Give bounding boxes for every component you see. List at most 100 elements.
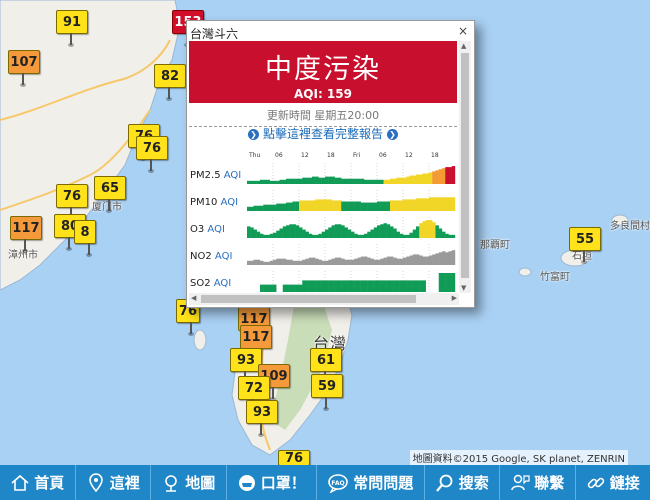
chart-bar (293, 202, 296, 212)
chart-bar (423, 221, 426, 238)
chart-bar (432, 171, 435, 184)
aqi-marker[interactable]: 76 (278, 450, 310, 465)
chart-bar (442, 273, 445, 292)
aqi-marker[interactable]: 65 (94, 176, 126, 200)
chart-bar (380, 180, 383, 184)
chart-bar (393, 280, 396, 292)
chart-bar (416, 175, 419, 185)
chart-bar (358, 280, 361, 292)
chart-bar (257, 181, 260, 184)
nav-links[interactable]: 鏈接 (576, 465, 650, 500)
aqi-marker[interactable]: 76 (56, 184, 88, 208)
chart-bar (335, 200, 338, 211)
time-tick-label: 12 (405, 152, 413, 159)
chart-bar (351, 232, 354, 238)
aqi-marker[interactable]: 93 (246, 400, 278, 424)
nav-mask[interactable]: 口罩！ (227, 465, 318, 500)
chart-bar (384, 280, 387, 292)
nav-home[interactable]: 首頁 (0, 465, 76, 500)
aqi-marker[interactable]: 8 (74, 220, 96, 244)
nav-contact[interactable]: 聯繫 (500, 465, 576, 500)
chart-bar (332, 280, 335, 292)
nav-search[interactable]: 搜索 (425, 465, 501, 500)
nav-label: 常問問題 (353, 472, 413, 493)
chart-bar (387, 180, 390, 184)
chart-bar (374, 260, 377, 265)
chart-bar (276, 259, 279, 265)
scroll-left-icon[interactable]: ◀ (191, 294, 196, 302)
chart-bar (413, 199, 416, 211)
chart-bar (315, 259, 318, 265)
chart-bar (358, 258, 361, 265)
nav-here[interactable]: 這裡 (76, 465, 152, 500)
chart-bar (358, 202, 361, 212)
chart-bar (364, 234, 367, 238)
vertical-scrollbar[interactable]: ▲ ▼ (459, 41, 471, 293)
scroll-thumb[interactable] (461, 53, 469, 278)
chart-bar (380, 224, 383, 238)
chart-bar (293, 179, 296, 184)
nav-faq[interactable]: FAQ 常問問題 (317, 465, 425, 500)
contact-icon (510, 473, 530, 493)
chart-bar (429, 256, 432, 266)
close-icon[interactable]: × (458, 24, 468, 38)
svg-text:FAQ: FAQ (332, 480, 345, 487)
horizontal-scrollbar[interactable]: ◀ ▶ (189, 293, 459, 305)
chart-bar (348, 202, 351, 212)
aqi-marker[interactable]: 61 (310, 348, 342, 372)
aqi-marker[interactable]: 117 (240, 325, 272, 349)
aqi-marker[interactable]: 72 (238, 376, 270, 400)
nav-map[interactable]: 地圖 (151, 465, 227, 500)
full-report-link[interactable]: ❯ 點擊這裡查看完整報告 ❯ (189, 125, 457, 142)
place-label: 多良間村 (610, 217, 650, 232)
chart-bar (299, 179, 302, 184)
chart-bar (354, 259, 357, 265)
chart-bar (449, 235, 452, 238)
chart-bar (309, 280, 312, 292)
chart-bar (371, 230, 374, 238)
chart-bar (283, 226, 286, 238)
aqi-marker[interactable]: 59 (311, 374, 343, 398)
aqi-marker[interactable]: 91 (56, 10, 88, 34)
aqi-marker[interactable]: 107 (8, 50, 40, 74)
chart-bar (276, 204, 279, 211)
aqi-marker[interactable]: 55 (569, 227, 601, 251)
chart-bar (358, 179, 361, 184)
chart-bar (449, 167, 452, 184)
scroll-right-icon[interactable]: ▶ (452, 294, 457, 302)
chart-bar (341, 202, 344, 212)
chart-bar (371, 203, 374, 211)
chart-bar (319, 178, 322, 184)
aqi-marker[interactable]: 117 (10, 216, 42, 240)
chart-bar (250, 181, 253, 184)
chart-bar (367, 258, 370, 265)
chart-bar (419, 256, 422, 266)
chart-bar (374, 280, 377, 292)
popup-content: 中度污染 AQI: 159 更新時間 星期五20:00 ❯ 點擊這裡查看完整報告 ❯… (189, 41, 459, 293)
arrow-circle-icon: ❯ (387, 129, 398, 140)
chart-bar (276, 181, 279, 184)
chart-bar (367, 203, 370, 211)
chart-bar (445, 273, 448, 292)
chart-bar (263, 205, 266, 211)
chart-bar (361, 257, 364, 265)
chart-bar (452, 273, 455, 292)
search-icon (435, 473, 455, 493)
chart-bar (254, 260, 257, 265)
chart-bar (260, 234, 263, 238)
map-view[interactable]: 漳州市 厦门市 台灣 那覇町 多良間村 竹富町 石垣 91 153 107 82… (0, 0, 650, 465)
scroll-thumb[interactable] (201, 295, 416, 303)
scroll-up-icon[interactable]: ▲ (461, 42, 466, 50)
chart-bar (289, 179, 292, 184)
aqi-marker[interactable]: 76 (136, 136, 168, 160)
chart-bar (335, 258, 338, 265)
aqi-marker[interactable]: 82 (154, 64, 186, 88)
chart-bar (263, 235, 266, 238)
scroll-down-icon[interactable]: ▼ (461, 284, 466, 292)
chart-bar (280, 204, 283, 211)
chart-bar (358, 235, 361, 238)
yonaguni-island (519, 268, 531, 276)
chart-bar (400, 234, 403, 238)
chart-bar (306, 280, 309, 292)
map-attribution: 地圖資料©2015 Google, SK planet, ZENRIN (410, 450, 628, 465)
